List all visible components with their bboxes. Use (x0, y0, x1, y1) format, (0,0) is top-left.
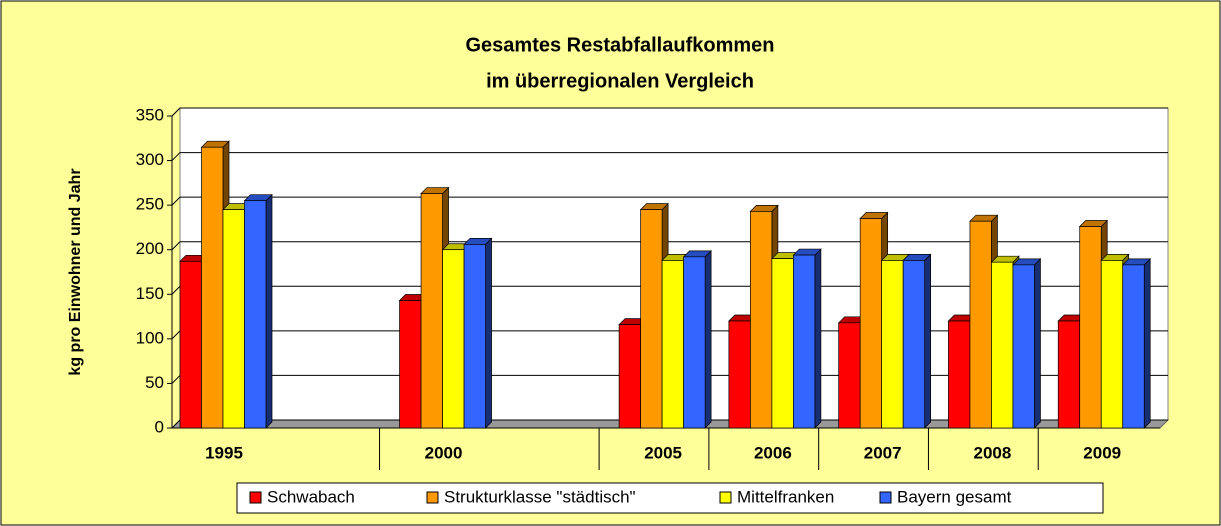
y-tick-label: 350 (136, 105, 164, 124)
bar (1100, 260, 1124, 429)
bar (750, 211, 773, 429)
x-tick-label: 2009 (1083, 443, 1121, 462)
bar (771, 258, 794, 429)
bar (222, 209, 245, 429)
bar (420, 193, 443, 429)
bar (728, 320, 751, 429)
x-tick-label: 2008 (974, 443, 1012, 462)
bar (991, 261, 1014, 429)
bar-side (1034, 258, 1041, 429)
bar-side (814, 248, 822, 429)
x-tick-label: 2006 (754, 443, 792, 462)
bar (1122, 264, 1145, 429)
y-tick-label: 200 (136, 239, 164, 258)
grid-line-depth (171, 285, 181, 295)
bar (859, 218, 883, 429)
bar-side (924, 253, 932, 429)
bar (683, 256, 706, 429)
x-tick-label: 2005 (644, 443, 682, 462)
bar (463, 244, 486, 429)
y-tick-label: 250 (136, 195, 164, 214)
bar-side (1143, 258, 1151, 429)
bar (640, 209, 663, 429)
grid-line-depth (171, 419, 181, 429)
bar (1012, 264, 1035, 429)
legend-swatch (426, 491, 439, 504)
legend-label: Mittelfranken (737, 487, 834, 506)
x-tick-label: 2000 (425, 443, 463, 462)
chart-title: im überregionalen Vergleich (486, 70, 754, 92)
legend-swatch (719, 491, 732, 504)
legend-swatch (249, 491, 262, 504)
x-tick-label: 1995 (205, 443, 243, 462)
grid-line-depth (171, 330, 181, 340)
legend-swatch (879, 491, 892, 504)
legend-label: Schwabach (267, 487, 355, 506)
y-tick-label: 100 (136, 328, 164, 347)
x-tick-label: 2007 (864, 443, 902, 462)
bar (1079, 226, 1102, 429)
bar (1057, 320, 1081, 429)
grid-line-depth (171, 107, 181, 117)
y-tick-label: 300 (136, 150, 164, 169)
bar (399, 300, 422, 429)
y-tick-label: 150 (136, 284, 164, 303)
bar (881, 260, 904, 429)
bar (661, 260, 684, 429)
bar-side (265, 193, 273, 429)
bar (179, 260, 202, 429)
bar (244, 200, 267, 429)
bar (838, 322, 861, 429)
bar (902, 260, 926, 429)
bar (201, 146, 224, 429)
legend-label: Bayern gesamt (897, 487, 1012, 506)
y-tick-label: 0 (155, 417, 164, 436)
bar-side (485, 237, 492, 429)
bar (969, 220, 992, 429)
chart-title: Gesamtes Restabfallaufkommen (465, 34, 774, 56)
legend (236, 482, 1104, 514)
grid-line-depth (171, 241, 181, 251)
grid-line-depth (171, 375, 181, 384)
grid-line-depth (171, 196, 181, 206)
bar (442, 249, 465, 429)
grid-line-depth (171, 152, 181, 161)
y-tick-label: 50 (145, 373, 164, 392)
bar (793, 254, 816, 429)
bar-side (704, 250, 712, 429)
bar (948, 320, 971, 429)
bar (618, 324, 641, 429)
legend-label: Strukturklasse "städtisch" (444, 487, 636, 506)
y-axis-label: kg pro Einwohner und Jahr (67, 168, 84, 375)
